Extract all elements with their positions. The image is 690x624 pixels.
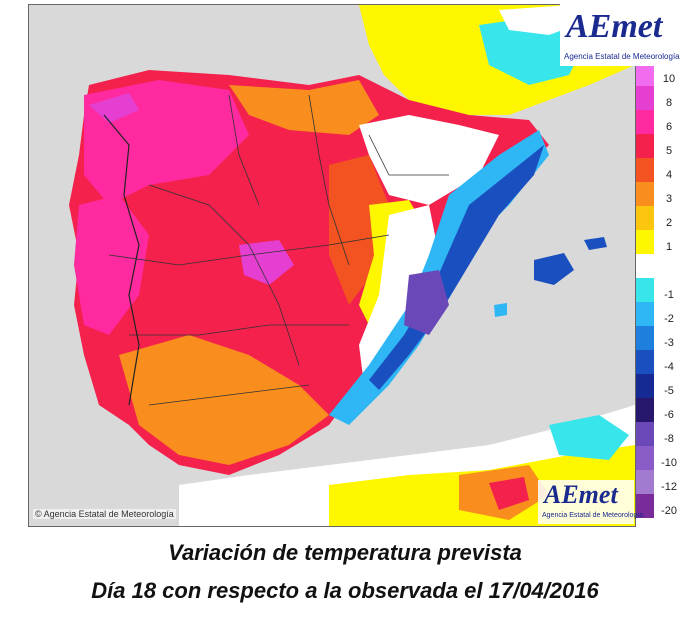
- legend-label: -4: [664, 361, 674, 373]
- legend-swatch: [636, 302, 654, 326]
- legend-swatch: [636, 86, 654, 110]
- legend-entry: 4: [636, 158, 686, 182]
- legend-label: 8: [665, 97, 673, 109]
- legend-entry: -8: [636, 422, 686, 446]
- legend-swatch: [636, 350, 654, 374]
- legend-entry: -3: [636, 326, 686, 350]
- mallorca-island: [534, 253, 574, 285]
- legend-label: -10: [661, 457, 677, 469]
- legend-swatch: [636, 374, 654, 398]
- caption-title: Variación de temperatura prevista: [168, 540, 522, 565]
- legend-label: -5: [664, 385, 674, 397]
- legend-entry: [636, 254, 686, 278]
- aemet-logo-small: AEmet Agencia Estatal de Meteorología: [538, 480, 643, 524]
- logo-agency-name-small: Agencia Estatal de Meteorología: [542, 512, 644, 519]
- legend-label: 5: [665, 145, 673, 157]
- legend-swatch: [636, 398, 654, 422]
- logo-wordmark-small: AEmet: [544, 480, 618, 509]
- north-orange-band: [229, 80, 379, 135]
- legend-swatch: [636, 494, 654, 518]
- legend-swatch: [636, 254, 654, 278]
- temperature-variation-map: [28, 4, 636, 527]
- legend-label: -20: [661, 505, 677, 517]
- legend-entry: 1: [636, 230, 686, 254]
- legend-entry: -1: [636, 278, 686, 302]
- africa-cold-patch: [549, 415, 629, 460]
- legend-label: -2: [664, 313, 674, 325]
- legend-entry: -5: [636, 374, 686, 398]
- africa-red-core: [489, 477, 529, 510]
- legend-label: 2: [665, 217, 673, 229]
- legend-entry: 10: [636, 62, 686, 86]
- legend-entry: -12: [636, 470, 686, 494]
- logo-agency-name: Agencia Estatal de Meteorología: [564, 52, 680, 61]
- east-coast-cold-mid: [369, 145, 544, 390]
- menorca-island: [584, 237, 607, 250]
- legend-label: -12: [661, 481, 677, 493]
- legend-swatch: [636, 110, 654, 134]
- legend-label: 4: [665, 169, 673, 181]
- legend-swatch: [636, 134, 654, 158]
- aemet-logo: AEmet Agencia Estatal de Meteorología: [560, 4, 684, 66]
- caption-subtitle: Día 18 con respecto a la observada el 17…: [91, 578, 599, 603]
- legend-swatch: [636, 206, 654, 230]
- legend-swatch: [636, 158, 654, 182]
- legend-label: -1: [664, 289, 674, 301]
- valencia-cold-core: [404, 270, 449, 335]
- legend-swatch: [636, 422, 654, 446]
- legend-entry: -4: [636, 350, 686, 374]
- legend-entry: -2: [636, 302, 686, 326]
- portugal-border: [103, 114, 140, 406]
- northern-coast-peak: [89, 93, 139, 123]
- ibiza-island: [494, 303, 507, 317]
- province-borders: [108, 94, 449, 406]
- legend-swatch: [636, 182, 654, 206]
- logo-wordmark: AEmet: [566, 8, 663, 45]
- legend-entry: 3: [636, 182, 686, 206]
- legend-entry: 8: [636, 86, 686, 110]
- legend-entry: 6: [636, 110, 686, 134]
- map-canvas: [29, 5, 635, 526]
- south-orange-zone: [119, 335, 329, 465]
- legend-label: 6: [665, 121, 673, 133]
- legend-entry: -20: [636, 494, 686, 518]
- east-white-band: [359, 205, 439, 385]
- copyright-notice: © Agencia Estatal de Meteorología: [33, 509, 176, 519]
- color-scale-legend: 10 8 6 5 4 3 2 1 -1 -2 -3 -4 -5 -6 -8 -10 -12 -20: [636, 62, 686, 522]
- legend-label: 10: [662, 73, 676, 85]
- legend-swatch: [636, 230, 654, 254]
- ebro-white-zone: [359, 115, 499, 205]
- legend-swatch: [636, 446, 654, 470]
- legend-entry: 5: [636, 134, 686, 158]
- legend-label: 1: [665, 241, 673, 253]
- legend-label: -8: [664, 433, 674, 445]
- legend-entry: -10: [636, 446, 686, 470]
- legend-swatch: [636, 470, 654, 494]
- legend-entry: 2: [636, 206, 686, 230]
- legend-swatch: [636, 62, 654, 86]
- legend-label: -6: [664, 409, 674, 421]
- legend-label: 3: [665, 193, 673, 205]
- legend-swatch: [636, 326, 654, 350]
- legend-entry: -6: [636, 398, 686, 422]
- legend-swatch: [636, 278, 654, 302]
- legend-label: -3: [664, 337, 674, 349]
